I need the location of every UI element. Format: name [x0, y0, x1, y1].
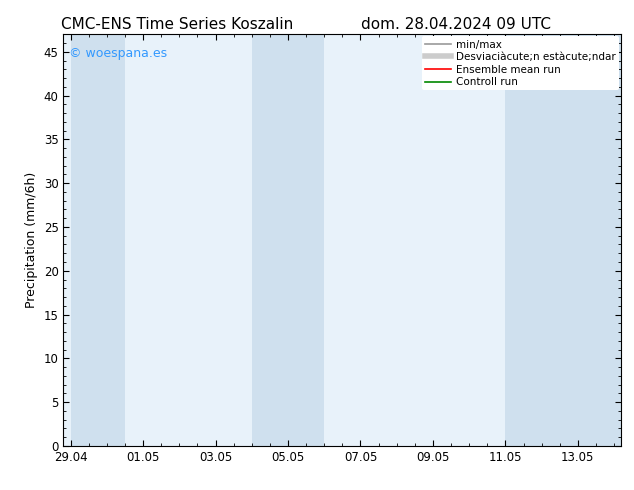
Bar	[252, 34, 324, 446]
Legend: min/max, Desviaciàcute;n estàcute;ndar, Ensemble mean run, Controll run: min/max, Desviaciàcute;n estàcute;ndar, …	[422, 36, 619, 91]
Text: dom. 28.04.2024 09 UTC: dom. 28.04.2024 09 UTC	[361, 17, 552, 32]
Text: CMC-ENS Time Series Koszalin: CMC-ENS Time Series Koszalin	[61, 17, 294, 32]
Bar	[70, 34, 125, 446]
Bar	[505, 34, 621, 446]
Text: © woespana.es: © woespana.es	[69, 47, 167, 60]
Y-axis label: Precipitation (mm/6h): Precipitation (mm/6h)	[25, 172, 38, 308]
